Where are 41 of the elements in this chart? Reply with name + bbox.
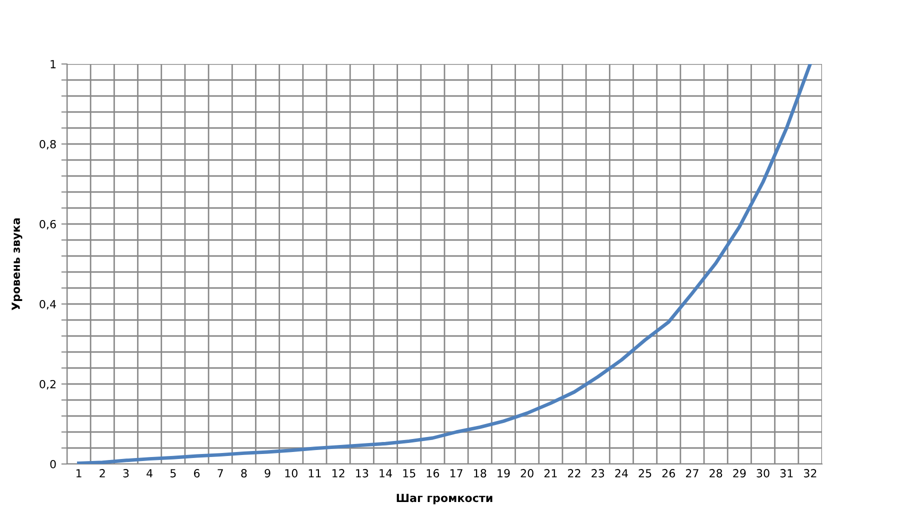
x-tick-label: 6 [194, 469, 200, 478]
x-axis-title: Шаг громкости [396, 494, 492, 504]
y-tick-label: 0,2 [40, 380, 56, 390]
x-tick-label: 9 [264, 469, 270, 478]
y-axis-title: Уровень звука [12, 218, 22, 310]
x-tick-label: 18 [474, 469, 486, 478]
x-tick-label: 23 [592, 469, 604, 478]
y-tick-label: 1 [50, 60, 56, 68]
x-tick-label: 32 [804, 469, 816, 478]
x-tick-label: 13 [356, 469, 368, 478]
x-tick-label: 22 [568, 469, 580, 478]
x-tick-label: 28 [710, 469, 722, 478]
y-tick-label: 0,4 [40, 300, 56, 310]
x-tick-label: 30 [756, 469, 770, 478]
x-tick-label: 3 [123, 469, 129, 478]
y-tick-label: 0,6 [40, 220, 56, 230]
y-tick-label: 0,8 [40, 140, 56, 150]
x-tick-label: 8 [241, 469, 247, 478]
x-tick-label: 26 [662, 469, 676, 478]
x-tick-label: 31 [780, 469, 793, 478]
x-tick-label: 17 [450, 469, 462, 478]
x-tick-label: 29 [733, 469, 746, 478]
x-tick-label: 15 [403, 469, 416, 478]
x-tick-label: 11 [308, 469, 321, 478]
x-tick-label: 24 [615, 469, 628, 478]
x-tick-label: 21 [544, 469, 557, 478]
y-tick-label: 0 [50, 460, 56, 468]
x-tick-label: 4 [146, 469, 152, 478]
x-tick-label: 2 [100, 469, 105, 478]
x-tick-label: 5 [170, 469, 176, 478]
x-tick-label: 19 [498, 469, 510, 478]
x-tick-label: 12 [332, 469, 344, 478]
x-tick-label: 7 [218, 469, 223, 478]
line-series [77, 64, 812, 464]
x-tick-label: 10 [285, 469, 298, 478]
x-tick-label: 20 [520, 469, 534, 478]
x-tick-label: 27 [686, 469, 698, 478]
x-tick-label: 25 [638, 469, 652, 478]
x-tick-label: 14 [380, 469, 392, 478]
x-tick-label: 16 [426, 469, 440, 478]
x-tick-label: 1 [76, 469, 82, 478]
